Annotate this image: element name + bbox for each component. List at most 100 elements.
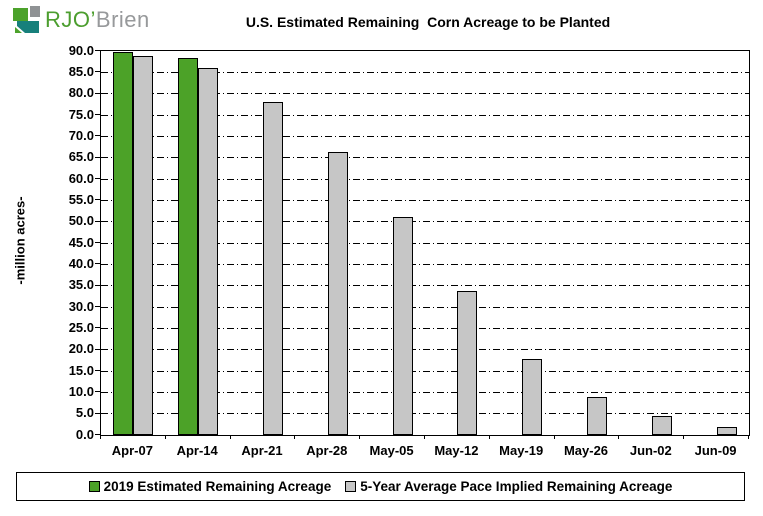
bar-5yr-may-26 (587, 396, 607, 435)
gridline-60 (101, 178, 749, 180)
gridline-10 (101, 391, 749, 393)
gridline-40 (101, 263, 749, 265)
x-tick-4 (359, 435, 361, 439)
x-tick-3 (294, 435, 296, 439)
x-label-apr-28: Apr-28 (306, 443, 348, 458)
legend-item-2019: 2019 Estimated Remaining Acreage (88, 479, 332, 494)
gridline-5 (101, 413, 749, 415)
gridline-15 (101, 370, 749, 372)
bar-5yr-apr-07 (133, 56, 154, 435)
x-label-jun-09: Jun-09 (694, 443, 737, 458)
legend-swatch-green (88, 481, 100, 492)
chart-title: U.S. Estimated Remaining Corn Acreage to… (245, 14, 611, 30)
y-tick-15 (95, 370, 100, 371)
y-tick-label-90: 90.0 (68, 42, 94, 58)
bar-5yr-jun-02 (651, 416, 672, 435)
gridline-55 (101, 199, 749, 201)
y-tick-70 (95, 135, 100, 137)
y-tick-40 (95, 263, 100, 265)
legend-item-5yr: 5-Year Average Pace Implied Remaining Ac… (345, 479, 672, 494)
bar-2019-apr-14 (178, 58, 199, 435)
bar-5yr-may-19 (522, 358, 543, 435)
y-tick-label-85: 85.0 (68, 63, 94, 79)
gridline-70 (101, 135, 749, 137)
y-tick-5 (95, 412, 100, 414)
gridline-75 (101, 114, 749, 116)
bar-5yr-jun-09 (716, 426, 737, 435)
y-tick-label-50: 50.0 (68, 213, 94, 229)
bar-5yr-may-05 (392, 217, 413, 435)
y-tick-55 (95, 199, 100, 201)
y-tick-label-5: 5.0 (75, 405, 94, 421)
bar-5yr-apr-14 (198, 68, 219, 435)
x-label-apr-14: Apr-14 (176, 443, 218, 458)
y-tick-label-15: 15.0 (68, 362, 94, 378)
y-tick-30 (95, 306, 100, 307)
y-tick-label-35: 35.0 (68, 277, 94, 293)
y-tick-25 (95, 327, 100, 329)
bar-2019-apr-07 (113, 52, 134, 435)
x-label-may-26: May-26 (563, 443, 609, 458)
y-tick-75 (95, 114, 100, 115)
y-tick-label-45: 45.0 (68, 234, 94, 250)
y-tick-45 (95, 242, 100, 243)
gridline-50 (101, 221, 749, 223)
x-label-apr-07: Apr-07 (111, 443, 153, 458)
rjobrien-logo-icon (13, 6, 40, 33)
gridline-65 (101, 157, 749, 159)
gridline-20 (101, 349, 749, 351)
bar-5yr-apr-21 (263, 102, 283, 435)
gridline-30 (101, 306, 749, 308)
gridline-25 (101, 327, 749, 329)
x-label-jun-02: Jun-02 (629, 443, 672, 458)
x-tick-1 (164, 435, 166, 439)
rjobrien-logo: RJO’Brien (13, 6, 150, 34)
x-tick-0 (100, 435, 101, 439)
x-tick-7 (553, 435, 555, 439)
legend-label: 5-Year Average Pace Implied Remaining Ac… (360, 479, 673, 494)
gridline-45 (101, 242, 749, 244)
x-label-may-05: May-05 (369, 443, 414, 458)
y-tick-85 (95, 71, 100, 73)
y-tick-label-55: 55.0 (68, 191, 94, 207)
gridline-85 (101, 71, 749, 73)
y-tick-80 (95, 92, 100, 94)
gridline-80 (101, 93, 749, 95)
y-tick-60 (95, 178, 100, 179)
x-tick-9 (683, 435, 685, 439)
y-tick-label-25: 25.0 (68, 319, 94, 335)
y-tick-20 (95, 348, 100, 350)
x-tick-2 (229, 435, 231, 439)
y-tick-50 (95, 220, 100, 222)
y-tick-label-10: 10.0 (68, 383, 94, 399)
x-tick-10 (748, 435, 749, 439)
y-tick-label-60: 60.0 (68, 170, 94, 186)
bar-5yr-may-12 (457, 291, 478, 435)
y-tick-label-40: 40.0 (68, 255, 94, 271)
y-tick-0 (95, 434, 100, 435)
y-tick-35 (95, 284, 100, 286)
y-tick-label-70: 70.0 (68, 127, 94, 143)
plot-area (100, 50, 750, 436)
x-label-apr-21: Apr-21 (241, 443, 283, 458)
brand-text-green: RJO’ (45, 7, 96, 32)
brand-text-gray: Brien (95, 7, 150, 32)
brand-text: RJO’Brien (45, 7, 150, 33)
y-tick-label-0: 0.0 (75, 426, 94, 442)
y-tick-10 (95, 391, 100, 393)
legend-swatch-gray (345, 481, 357, 492)
x-label-may-12: May-12 (434, 443, 479, 458)
legend-label: 2019 Estimated Remaining Acreage (103, 479, 332, 494)
y-tick-65 (95, 156, 100, 158)
y-tick-label-30: 30.0 (68, 298, 94, 314)
x-tick-8 (618, 435, 620, 439)
x-tick-5 (424, 435, 425, 439)
y-tick-label-20: 20.0 (68, 341, 94, 357)
x-tick-6 (488, 435, 490, 439)
bar-5yr-apr-28 (327, 152, 348, 435)
legend: 2019 Estimated Remaining Acreage 5-Year A… (16, 472, 745, 501)
y-tick-90 (95, 50, 100, 51)
y-tick-label-75: 75.0 (68, 106, 94, 122)
y-tick-label-65: 65.0 (68, 149, 94, 165)
